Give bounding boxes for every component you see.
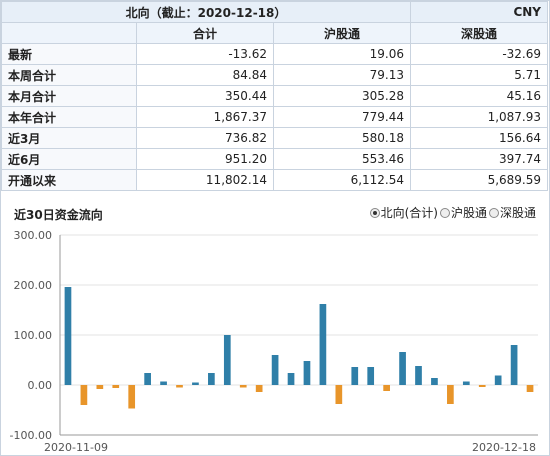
radio-label: 沪股通	[450, 206, 487, 220]
bar	[96, 385, 104, 389]
cell-shanghai: 79.13	[273, 64, 411, 86]
bar	[239, 385, 247, 388]
radio-label: 北向(合计)	[380, 206, 438, 220]
bar	[494, 375, 502, 385]
radio-northbound-total[interactable]: 北向(合计)	[369, 204, 438, 221]
bar	[526, 385, 534, 392]
radio-shenzhen[interactable]: 深股通	[488, 204, 536, 221]
cell-total: 1,867.37	[136, 106, 274, 128]
bar	[208, 373, 215, 385]
bar	[223, 335, 231, 385]
cell-shanghai: 779.44	[273, 106, 411, 128]
bar	[176, 385, 183, 388]
bar	[367, 367, 375, 385]
northbound-summary-table: 北向（截止：2020-12-18） CNY 合计 沪股通 深股通 最新 -13.6…	[1, 1, 548, 191]
radio-shanghai[interactable]: 沪股通	[439, 204, 487, 221]
row-label: 近3月	[1, 127, 137, 149]
x-start-label: 2020-11-09	[44, 441, 108, 454]
bar	[447, 385, 454, 404]
y-tick-label: 300.00	[14, 229, 53, 242]
bar	[303, 361, 311, 385]
cell-total: 350.44	[136, 85, 274, 107]
table-row: 近6月 951.20 553.46 397.74	[1, 148, 548, 170]
row-label: 开通以来	[1, 169, 137, 191]
table-row: 近3月 736.82 580.18 156.64	[1, 127, 548, 149]
radio-selected-icon[interactable]	[369, 207, 380, 218]
cell-shanghai: 6,112.54	[273, 169, 411, 191]
cell-shenzhen: 5,689.59	[410, 169, 548, 191]
bar	[335, 385, 343, 404]
bar	[112, 385, 120, 388]
cell-total: 951.20	[136, 148, 274, 170]
bar	[287, 373, 295, 385]
bar	[319, 304, 327, 385]
bar	[64, 287, 72, 385]
bar	[271, 355, 279, 385]
series-radio-group: 北向(合计) 沪股通 深股通	[369, 204, 536, 221]
table-row: 本年合计 1,867.37 779.44 1,087.93	[1, 106, 548, 128]
cell-shenzhen: 156.64	[410, 127, 548, 149]
y-tick-label: 200.00	[14, 279, 53, 292]
bar	[255, 385, 263, 392]
y-tick-label: 0.00	[28, 379, 53, 392]
bar	[160, 381, 167, 385]
cell-total: 11,802.14	[136, 169, 274, 191]
chart-title: 近30日资金流向	[14, 208, 103, 222]
bar	[351, 367, 359, 385]
bar	[510, 345, 518, 385]
y-tick-label: 100.00	[14, 329, 53, 342]
bar	[415, 366, 422, 385]
row-label: 最新	[1, 43, 137, 65]
bar	[399, 352, 406, 385]
radio-unselected-icon[interactable]	[439, 207, 450, 218]
bar	[383, 385, 390, 391]
column-header-shenzhen: 深股通	[410, 22, 548, 44]
table-title: 北向（截止：2020-12-18）	[1, 1, 411, 23]
column-header-shanghai: 沪股通	[273, 22, 411, 44]
radio-unselected-icon[interactable]	[488, 207, 499, 218]
bar	[144, 373, 151, 385]
y-tick-label: -100.00	[10, 429, 52, 442]
bar	[128, 385, 136, 409]
row-label: 本月合计	[1, 85, 137, 107]
cell-total: 736.82	[136, 127, 274, 149]
x-end-label: 2020-12-18	[472, 441, 536, 454]
table-row: 开通以来 11,802.14 6,112.54 5,689.59	[1, 169, 548, 191]
bar	[431, 378, 438, 385]
radio-label: 深股通	[499, 206, 536, 220]
table-header-row: 合计 沪股通 深股通	[1, 22, 548, 44]
bar	[80, 385, 88, 405]
bar	[462, 381, 470, 385]
bar	[478, 385, 486, 387]
bar	[192, 382, 199, 385]
row-label: 本年合计	[1, 106, 137, 128]
